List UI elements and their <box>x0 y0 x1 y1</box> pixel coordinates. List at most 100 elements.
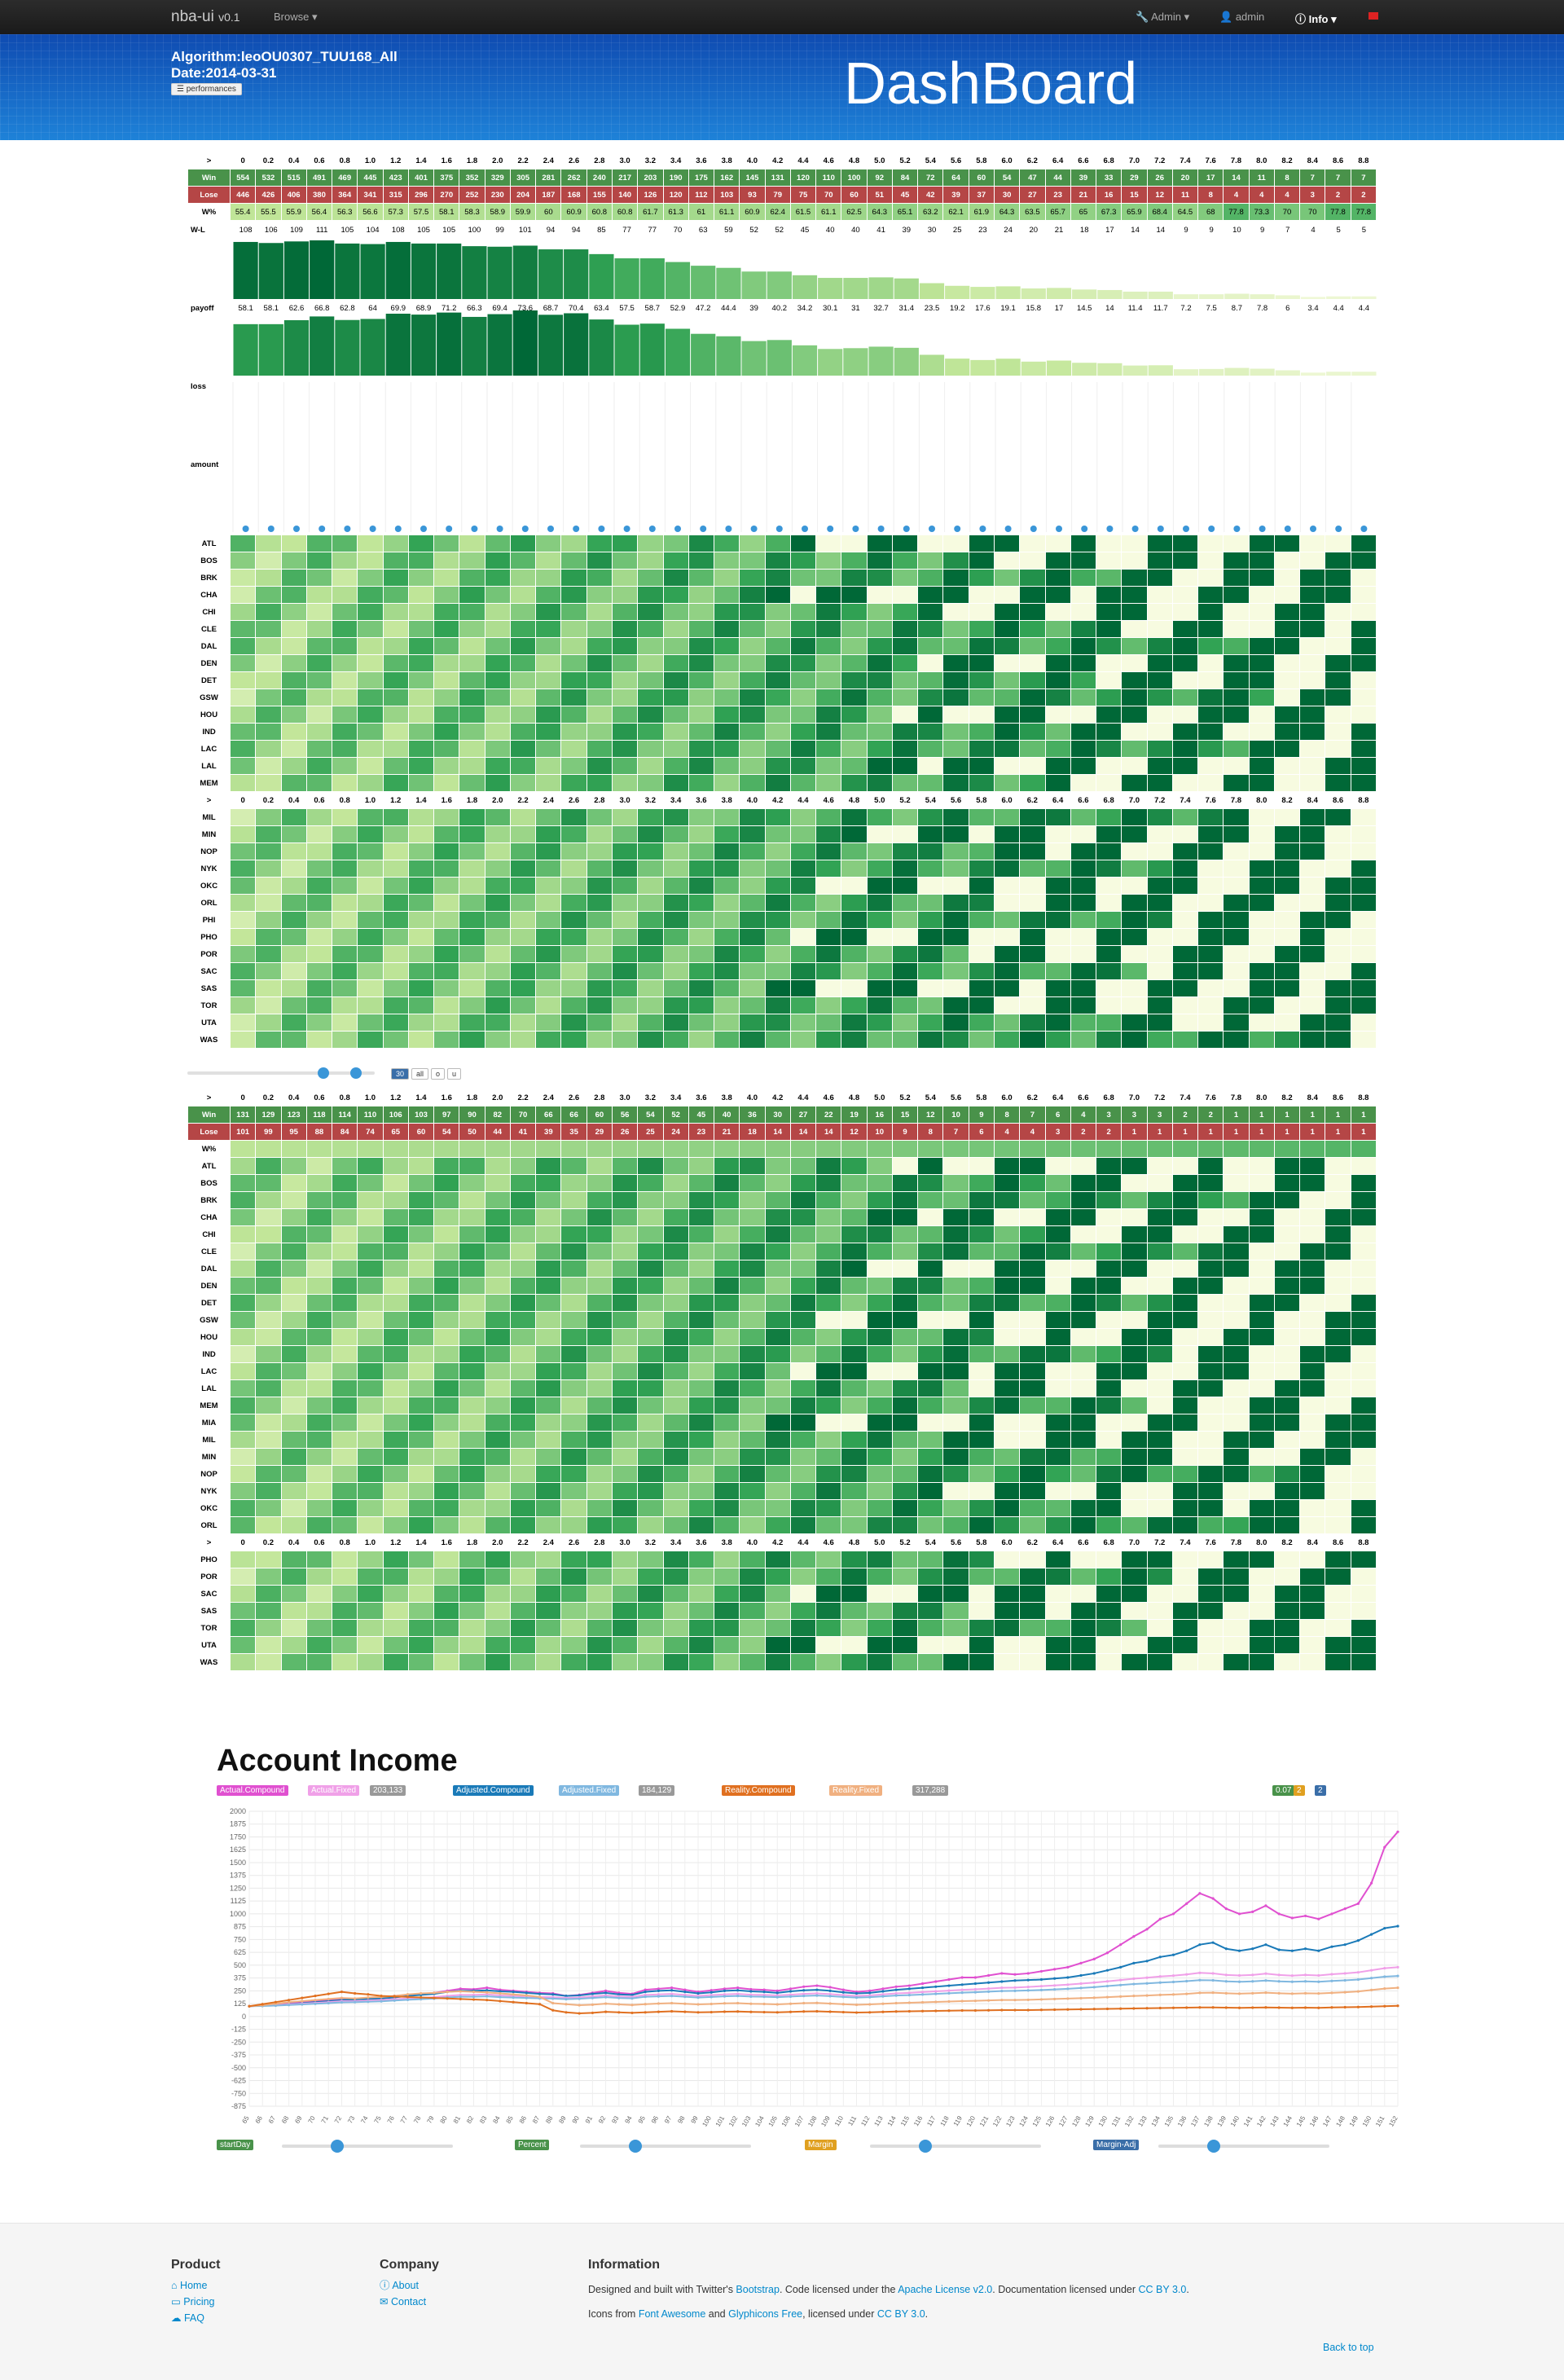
heat-cell[interactable] <box>433 1619 460 1637</box>
heat-cell[interactable] <box>433 842 460 860</box>
amount-dot[interactable] <box>598 526 605 532</box>
heat-cell[interactable] <box>1223 603 1250 621</box>
heat-cell[interactable] <box>739 654 766 672</box>
series-point[interactable] <box>1000 1972 1004 1975</box>
heat-cell[interactable] <box>739 569 766 587</box>
heat-cell[interactable] <box>433 774 460 792</box>
series-point[interactable] <box>789 2002 793 2005</box>
series-point[interactable] <box>1211 1978 1215 1982</box>
heat-cell[interactable] <box>841 1191 868 1209</box>
heat-cell[interactable] <box>1273 1174 1301 1192</box>
heat-cell[interactable] <box>637 894 664 912</box>
heat-cell[interactable] <box>433 1636 460 1654</box>
series-point[interactable] <box>1224 1907 1228 1911</box>
heat-cell[interactable] <box>611 774 639 792</box>
heat-cell[interactable] <box>917 1157 944 1175</box>
heat-cell[interactable] <box>1070 1225 1097 1243</box>
heat-cell[interactable] <box>866 757 893 775</box>
series-point[interactable] <box>1053 1987 1057 1991</box>
heat-cell[interactable] <box>1350 962 1377 980</box>
heat-cell[interactable] <box>968 1362 995 1380</box>
heat-cell[interactable] <box>1325 723 1351 741</box>
heat-cell[interactable] <box>993 1031 1021 1049</box>
heat-cell[interactable] <box>484 1031 511 1049</box>
heat-cell[interactable] <box>866 1482 893 1500</box>
heat-cell[interactable] <box>688 1568 715 1586</box>
heat-cell[interactable] <box>1070 1328 1097 1346</box>
heat-cell[interactable] <box>714 654 740 672</box>
heat-cell[interactable] <box>332 996 358 1014</box>
series-point[interactable] <box>1303 1980 1307 1983</box>
heat-cell[interactable] <box>305 877 333 895</box>
heat-cell[interactable] <box>1248 1208 1275 1226</box>
heat-cell[interactable] <box>1044 1516 1071 1534</box>
wl-bar[interactable] <box>538 249 564 299</box>
heat-cell[interactable] <box>714 1636 740 1654</box>
heat-cell[interactable] <box>560 1294 587 1312</box>
series-point[interactable] <box>1053 1977 1057 1980</box>
heat-cell[interactable] <box>942 774 969 792</box>
heat-cell[interactable] <box>764 1431 791 1449</box>
heat-cell[interactable] <box>560 1014 587 1032</box>
heat-cell[interactable] <box>993 894 1021 912</box>
heat-cell[interactable] <box>1197 1414 1224 1432</box>
heat-cell[interactable] <box>993 535 1021 552</box>
heat-cell[interactable] <box>1121 688 1148 706</box>
series-point[interactable] <box>934 2009 938 2013</box>
heat-cell[interactable] <box>229 1362 257 1380</box>
heat-cell[interactable] <box>560 894 587 912</box>
heat-cell[interactable] <box>841 1585 868 1603</box>
series-point[interactable] <box>973 1982 977 1986</box>
heat-cell[interactable] <box>1171 723 1199 741</box>
heat-cell[interactable] <box>1096 774 1122 792</box>
heat-cell[interactable] <box>509 1157 537 1175</box>
heat-cell[interactable] <box>942 1602 969 1620</box>
heat-cell[interactable] <box>917 1345 944 1363</box>
heat-cell[interactable] <box>1299 1397 1326 1414</box>
series-point[interactable] <box>854 1991 859 1995</box>
heat-cell[interactable] <box>1273 757 1301 775</box>
heat-cell[interactable] <box>611 1157 639 1175</box>
heat-cell[interactable] <box>459 1311 485 1329</box>
heat-cell[interactable] <box>280 1568 307 1586</box>
heat-cell[interactable] <box>509 877 537 895</box>
series-point[interactable] <box>841 1988 845 1991</box>
heat-cell[interactable] <box>1223 1602 1250 1620</box>
heat-cell[interactable] <box>382 688 409 706</box>
heat-cell[interactable] <box>611 723 639 741</box>
heat-cell[interactable] <box>1019 740 1046 758</box>
heat-cell[interactable] <box>662 774 689 792</box>
heat-cell[interactable] <box>841 928 868 946</box>
amount-dot[interactable] <box>1056 526 1062 532</box>
series-point[interactable] <box>1264 1991 1267 1995</box>
heat-cell[interactable] <box>484 757 511 775</box>
heat-cell[interactable] <box>789 603 817 621</box>
heat-cell[interactable] <box>688 1585 715 1603</box>
heat-cell[interactable] <box>841 1568 868 1586</box>
heat-cell[interactable] <box>841 1208 868 1226</box>
heat-cell[interactable] <box>229 552 257 570</box>
heat-cell[interactable] <box>1223 552 1250 570</box>
amount-dot[interactable] <box>1208 526 1215 532</box>
heat-cell[interactable] <box>714 1431 740 1449</box>
wl-bar[interactable] <box>487 246 512 299</box>
series-point[interactable] <box>1383 1967 1386 1970</box>
series-point[interactable] <box>762 1995 766 1999</box>
heat-cell[interactable] <box>1044 945 1071 963</box>
heat-cell[interactable] <box>1019 1516 1046 1534</box>
heat-cell[interactable] <box>1044 637 1071 655</box>
heat-cell[interactable] <box>1273 1362 1301 1380</box>
heat-cell[interactable] <box>535 637 562 655</box>
series-point[interactable] <box>591 1996 594 1999</box>
heat-cell[interactable] <box>1096 1448 1122 1466</box>
series-point[interactable] <box>973 2008 977 2013</box>
heat-cell[interactable] <box>1070 586 1097 604</box>
heat-cell[interactable] <box>764 723 791 741</box>
heat-cell[interactable] <box>560 723 587 741</box>
heat-cell[interactable] <box>1019 552 1046 570</box>
heat-cell[interactable] <box>255 1208 282 1226</box>
heat-cell[interactable] <box>1096 1362 1122 1380</box>
heat-cell[interactable] <box>917 1014 944 1032</box>
heat-cell[interactable] <box>1044 808 1071 826</box>
heat-cell[interactable] <box>357 569 384 587</box>
